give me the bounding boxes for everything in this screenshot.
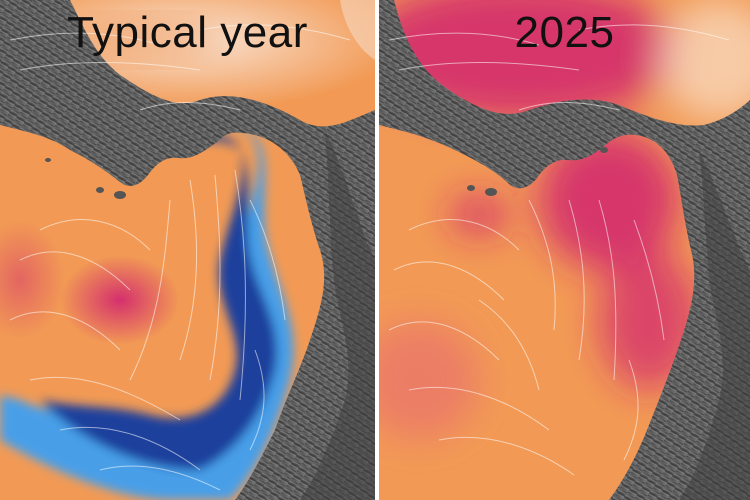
panel-divider — [375, 0, 379, 500]
cold-upwelling-plume — [0, 117, 294, 500]
hot-spot — [599, 250, 699, 390]
hot-spot — [449, 195, 509, 235]
current-flow-lines — [388, 24, 730, 476]
map-panel-2025: 2025 — [379, 0, 750, 500]
sea-temperature-map-2025 — [379, 0, 750, 500]
map-panel-typical-year: Typical year — [0, 0, 375, 500]
sea-temperature-map-typical — [0, 0, 375, 500]
hot-spot — [0, 220, 65, 340]
current-flow-lines — [9, 24, 351, 491]
caribbean-water — [659, 0, 750, 120]
landmass — [0, 0, 375, 500]
landmass — [379, 0, 750, 500]
hot-spot — [379, 0, 679, 120]
hot-spot — [539, 130, 679, 270]
hot-spot — [60, 255, 180, 345]
